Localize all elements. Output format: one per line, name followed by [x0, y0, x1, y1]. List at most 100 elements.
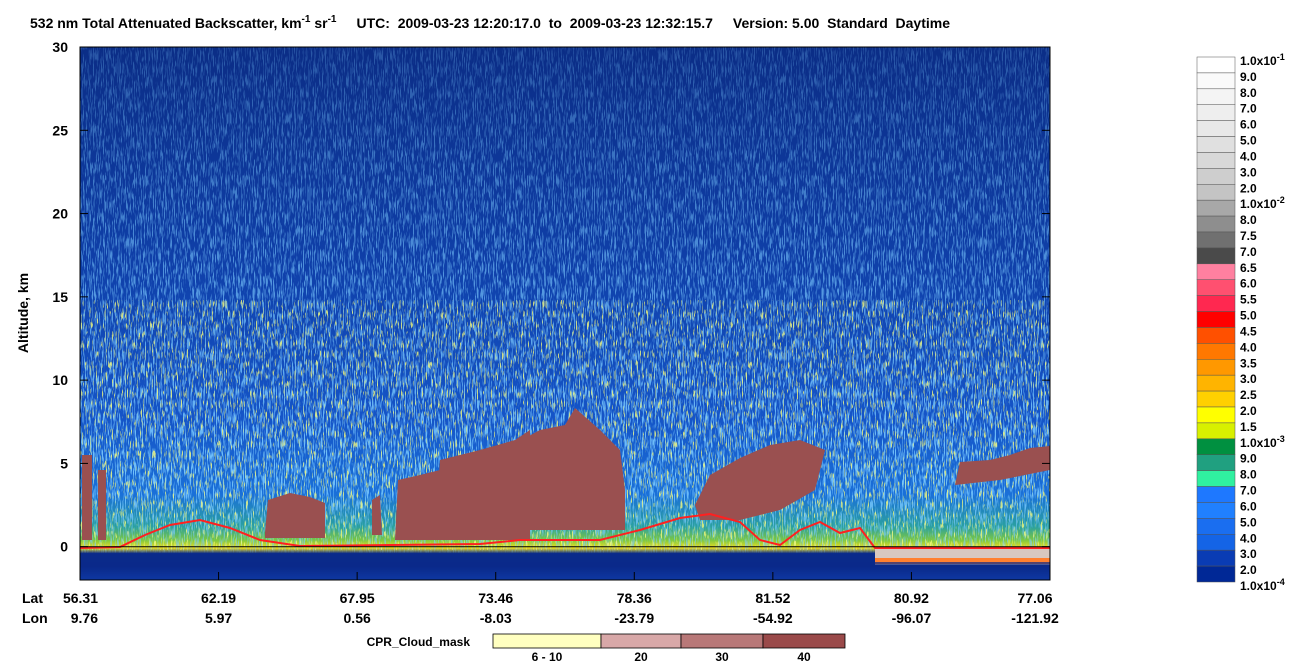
colorbar-label-text: 1.0x10: [1240, 54, 1277, 68]
colorbar-label-text: 2.0: [1240, 404, 1257, 418]
colorbar-box: [1196, 454, 1236, 471]
colorbar-label: 3.0: [1240, 165, 1257, 179]
cpr-legend-box: [492, 633, 602, 649]
colorbar-label: 4.5: [1240, 324, 1257, 338]
title-exp: -1: [302, 14, 311, 25]
lat-tick-label: 56.31: [63, 590, 98, 606]
colorbar-box: [1196, 470, 1236, 487]
colorbar-label-text: 3.0: [1240, 372, 1257, 386]
colorbar-label: 8.0: [1240, 213, 1257, 227]
colorbar-label-text: 8.0: [1240, 86, 1257, 100]
colorbar-label: 8.0: [1240, 86, 1257, 100]
colorbar-label-text: 5.0: [1240, 134, 1257, 148]
colorbar-label: 7.0: [1240, 102, 1257, 116]
lon-tick-label: -96.07: [892, 610, 932, 626]
colorbar-label: 4.0: [1240, 149, 1257, 163]
colorbar-label-text: 5.5: [1240, 293, 1257, 307]
colorbar-label: 6.0: [1240, 277, 1257, 291]
cpr-legend-label: 20: [634, 650, 648, 664]
colorbar-label: 1.5: [1240, 420, 1257, 434]
colorbar-label: 6.0: [1240, 499, 1257, 513]
colorbar-label-text: 4.5: [1240, 324, 1257, 338]
colorbar-label-text: 8.0: [1240, 213, 1257, 227]
title-unit: sr: [314, 15, 328, 31]
colorbar-label: 2.5: [1240, 388, 1257, 402]
y-tick-label: 15: [52, 289, 68, 305]
y-tick-label: 25: [52, 122, 68, 138]
colorbar-box: [1196, 168, 1236, 185]
y-axis-label: Altitude, km: [15, 273, 31, 353]
colorbar-label-text: 3.5: [1240, 356, 1257, 370]
cpr-legend-label: 6 - 10: [532, 650, 563, 664]
colorbar-label-text: 3.0: [1240, 165, 1257, 179]
y-tick-label: 20: [52, 206, 68, 222]
lon-label: Lon: [22, 610, 48, 626]
colorbar-label: 7.0: [1240, 484, 1257, 498]
colorbar-label-text: 5.0: [1240, 309, 1257, 323]
colorbar-label: 9.0: [1240, 452, 1257, 466]
colorbar-label: 7.0: [1240, 245, 1257, 259]
cpr-legend-label: 30: [715, 650, 729, 664]
title-text: 532 nm Total Attenuated Backscatter, km: [30, 15, 302, 31]
colorbar-box: [1196, 152, 1236, 169]
colorbar-label: 4.0: [1240, 531, 1257, 545]
colorbar-box: [1196, 406, 1236, 424]
colorbar-label-exp: -2: [1277, 195, 1285, 205]
colorbar-box: [1196, 104, 1236, 121]
colorbar-box: [1196, 88, 1236, 105]
colorbar-box: [1196, 120, 1236, 137]
colorbar-label-text: 1.5: [1240, 420, 1257, 434]
cpr-legend-label: 40: [797, 650, 811, 664]
colorbar-label-text: 6.0: [1240, 499, 1257, 513]
y-tick-label: 0: [60, 539, 68, 555]
version: Version: 5.00 Standard Daytime: [733, 15, 950, 31]
lat-tick-label: 77.06: [1017, 590, 1052, 606]
colorbar-box: [1196, 199, 1236, 217]
lon-tick-label: -54.92: [753, 610, 793, 626]
time-range: UTC: 2009-03-23 12:20:17.0 to 2009-03-23…: [356, 15, 713, 31]
colorbar-label-exp: -3: [1277, 434, 1285, 444]
colorbar-label: 5.0: [1240, 134, 1257, 148]
colorbar-label-text: 4.0: [1240, 531, 1257, 545]
lat-tick-label: 62.19: [201, 590, 236, 606]
colorbar-box: [1196, 565, 1236, 583]
colorbar-box: [1196, 390, 1236, 408]
colorbar-label-text: 2.0: [1240, 563, 1257, 577]
colorbar-label-text: 1.0x10: [1240, 197, 1277, 211]
colorbar-box: [1196, 184, 1236, 201]
colorbar-label: 3.0: [1240, 372, 1257, 386]
colorbar-label-text: 8.0: [1240, 468, 1257, 482]
colorbar-box: [1196, 247, 1236, 265]
curtain: [79, 47, 1050, 580]
colorbar-box: [1196, 422, 1236, 440]
colorbar-label: 1.0x10-2: [1240, 195, 1285, 211]
lon-tick-label: 9.76: [71, 610, 98, 626]
cpr-legend-box: [680, 633, 764, 649]
colorbar-box: [1196, 518, 1236, 535]
colorbar-box: [1196, 295, 1236, 312]
lon-tick-label: -8.03: [480, 610, 512, 626]
lat-tick-label: 67.95: [340, 590, 375, 606]
colorbar-label: 3.0: [1240, 547, 1257, 561]
colorbar-box: [1196, 263, 1236, 280]
colorbar-box: [1196, 327, 1236, 344]
colorbar-label-text: 2.0: [1240, 181, 1257, 195]
colorbar-label-text: 6.5: [1240, 261, 1257, 275]
colorbar-label: 2.0: [1240, 563, 1257, 577]
colorbar-label-exp: -4: [1277, 577, 1285, 587]
y-tick-label: 10: [52, 372, 68, 388]
colorbar-label-text: 1.0x10: [1240, 436, 1277, 450]
colorbar-label: 4.0: [1240, 340, 1257, 354]
colorbar-box: [1196, 215, 1236, 233]
colorbar-box: [1196, 359, 1236, 376]
colorbar-label: 2.0: [1240, 404, 1257, 418]
colorbar-label: 2.0: [1240, 181, 1257, 195]
lon-tick-label: -23.79: [614, 610, 654, 626]
colorbar-label: 7.5: [1240, 229, 1257, 243]
title-exp: -1: [328, 14, 337, 25]
colorbar-label: 5.0: [1240, 515, 1257, 529]
colorbar-label: 1.0x10-3: [1240, 434, 1285, 450]
colorbar-label-text: 5.0: [1240, 515, 1257, 529]
colorbar-label: 5.5: [1240, 293, 1257, 307]
colorbar-label: 6.5: [1240, 261, 1257, 275]
